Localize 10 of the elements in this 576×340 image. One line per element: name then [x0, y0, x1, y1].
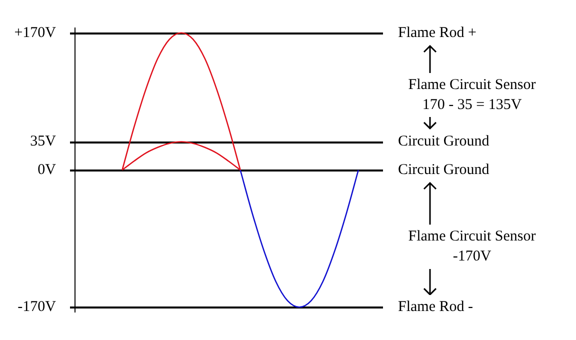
ref-line-label: Circuit Ground: [398, 134, 490, 150]
y-tick-label: +170V: [14, 24, 56, 41]
y-tick-label: 0V: [38, 162, 56, 178]
ref-line-label: Circuit Ground: [398, 162, 490, 178]
y-tick-label: 35V: [30, 134, 56, 150]
ref-line-label: Flame Rod -: [398, 299, 473, 316]
y-tick-label: -170V: [18, 299, 56, 316]
text: Flame Circuit Sensor -170V: [408, 228, 536, 265]
ref-line-label: Flame Rod +: [398, 24, 476, 41]
text: Flame Circuit Sensor 170 - 35 = 135V: [408, 77, 536, 114]
